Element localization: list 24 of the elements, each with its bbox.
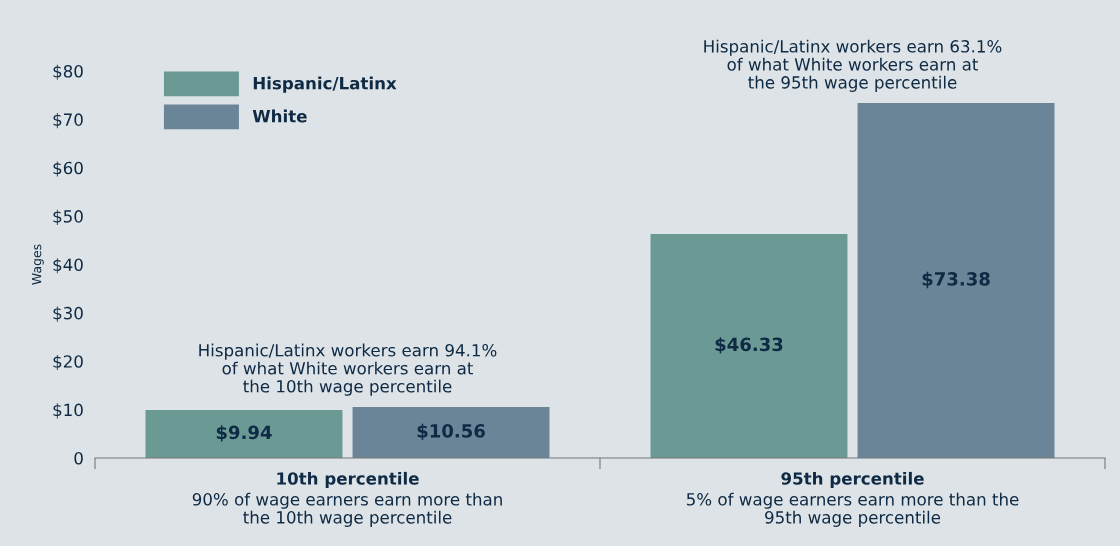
y-tick-label: 0 bbox=[74, 451, 83, 465]
y-tick-label: $10 bbox=[53, 403, 83, 419]
annotation: Hispanic/Latinx workers earn 63.1% of what White workers earn at the 95th wage percentile bbox=[704, 39, 1002, 92]
legend-label: White bbox=[252, 109, 307, 123]
x-tick-label: 10th percentile 90% of wage earners earn more than the 10th wage percentile bbox=[192, 471, 502, 527]
y-tick-label: $80 bbox=[53, 64, 83, 80]
data-label: $10.56 bbox=[417, 423, 485, 441]
bar bbox=[145, 409, 343, 458]
annotation: Hispanic/Latinx workers earn 94.1% of what White workers earn at the 10th wage percentile bbox=[199, 343, 497, 396]
legend-label: Hispanic/Latinx bbox=[253, 76, 397, 93]
y-tick-label: $40 bbox=[53, 258, 83, 274]
data-label: $73.38 bbox=[922, 271, 990, 289]
y-tick-label: $50 bbox=[53, 209, 83, 225]
y-axis-title: Wages bbox=[32, 244, 44, 285]
y-tick-label: $60 bbox=[53, 161, 83, 177]
y-tick-label: $70 bbox=[53, 113, 83, 129]
bar bbox=[650, 233, 848, 458]
y-tick-label: $30 bbox=[53, 306, 83, 322]
bar bbox=[857, 103, 1055, 458]
data-label: $9.94 bbox=[216, 425, 272, 442]
bar bbox=[352, 406, 550, 458]
x-tick-label: 95th percentile 5% of wage earners earn more than the 95th wage percentile bbox=[686, 471, 1019, 527]
data-label: $46.33 bbox=[715, 337, 783, 354]
y-tick-label: $20 bbox=[53, 354, 83, 371]
